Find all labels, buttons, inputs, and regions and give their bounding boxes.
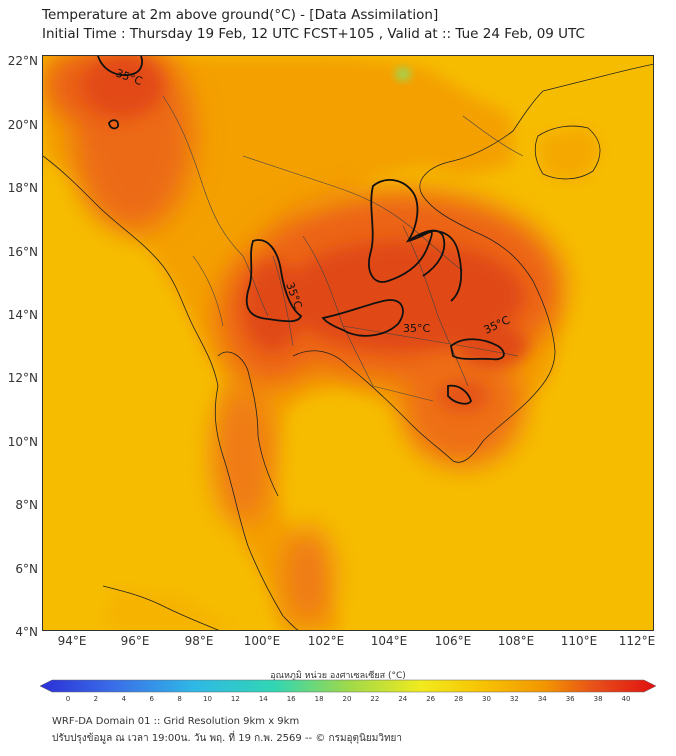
lon-label: 106°E (434, 634, 472, 648)
colorbar-tick: 22 (370, 695, 380, 703)
colorbar-tick: 0 (65, 695, 71, 703)
contour-35c (97, 56, 505, 405)
cool-spot (395, 67, 411, 81)
colorbar-tick: 4 (121, 695, 127, 703)
footer-model-info: WRF-DA Domain 01 :: Grid Resolution 9km … (52, 716, 300, 727)
lat-label: 6°N (15, 562, 38, 576)
colorbar-title: อุณหภูมิ หน่วย องศาเซลเซียส (°C) (270, 671, 406, 681)
colorbar-tick: 2 (93, 695, 99, 703)
contour-label: 35°C (403, 322, 430, 335)
lat-label: 20°N (7, 118, 38, 132)
lon-label: 104°E (370, 634, 408, 648)
colorbar-tick: 16 (286, 695, 296, 703)
colorbar-tick: 10 (203, 695, 212, 703)
lon-label: 96°E (120, 634, 150, 648)
lat-label: 16°N (7, 245, 38, 259)
colorbar-tick: 8 (177, 695, 182, 703)
lat-label: 12°N (7, 371, 38, 385)
lat-label: 22°N (7, 54, 38, 68)
lon-label: 108°E (497, 634, 535, 648)
colorbar-tick: 6 (149, 695, 154, 703)
colorbar-tick: 28 (454, 695, 464, 703)
colorbar-tick: 40 (621, 695, 631, 703)
colorbar-tick: 38 (593, 695, 603, 703)
colorbar-tick: 26 (426, 695, 436, 703)
lat-label: 18°N (7, 181, 38, 195)
hottest-cores (83, 56, 528, 411)
footer-update-info: ปรับปรุงข้อมูล ณ เวลา 19:00น. วัน พฤ. ที… (52, 733, 403, 744)
temperature-map: 35°C 35°C 35°C 35°C (42, 55, 654, 631)
colorbar-tick: 12 (230, 695, 240, 703)
lon-label: 94°E (57, 634, 87, 648)
lon-label: 98°E (184, 634, 214, 648)
lon-label: 100°E (243, 634, 281, 648)
admin-borders (162, 95, 524, 402)
colorbar-tick: 36 (565, 695, 575, 703)
lat-label: 10°N (7, 435, 38, 449)
colorbar-tick: 20 (342, 695, 352, 703)
colorbar-tick: 32 (509, 695, 519, 703)
lat-label: 14°N (7, 308, 38, 322)
map-subtitle: Initial Time : Thursday 19 Feb, 12 UTC F… (42, 26, 585, 42)
colorbar-tick: 34 (537, 695, 547, 703)
colorbar-tick: 18 (314, 695, 324, 703)
colorbar (40, 679, 656, 693)
colorbar-tick: 30 (482, 695, 491, 703)
lat-label: 4°N (15, 625, 38, 639)
lon-label: 102°E (307, 634, 345, 648)
lon-label: 112°E (618, 634, 656, 648)
map-title: Temperature at 2m above ground(°C) - [Da… (42, 7, 439, 23)
lat-label: 8°N (15, 498, 38, 512)
colorbar-bar (40, 679, 656, 693)
colorbar-tick: 24 (398, 695, 408, 703)
coastlines (43, 63, 653, 630)
lon-label: 110°E (560, 634, 598, 648)
colorbar-tick: 14 (258, 695, 268, 703)
